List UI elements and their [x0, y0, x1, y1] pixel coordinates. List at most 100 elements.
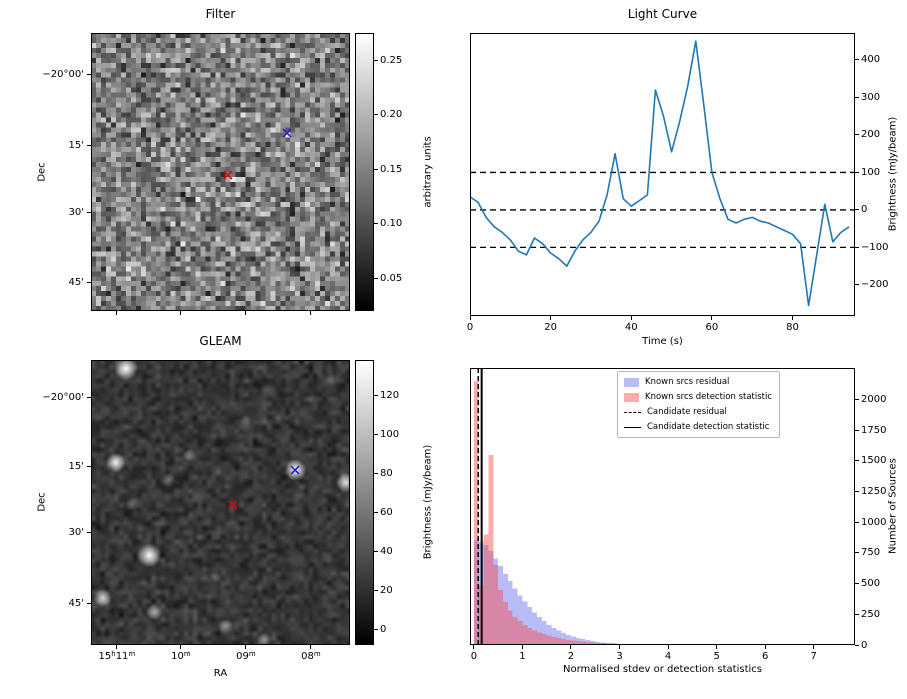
reference-marker [290, 465, 300, 475]
gleam-xtick-mark [116, 645, 118, 649]
filter-xtick-mark [116, 311, 118, 315]
filter-colorbar-tick-label: 0.20 [380, 109, 403, 121]
gleam-ytick-label: −20°00' [42, 391, 84, 403]
gleam-colorbar [355, 360, 374, 645]
filter-colorbar-tick-mark [374, 114, 378, 116]
gleam-xtick-label: 08m [301, 649, 321, 663]
gleam-xtick-mark [180, 645, 182, 649]
lightcurve-xtick-label: 20 [544, 322, 557, 333]
hist-ytick-mark [855, 583, 859, 585]
filter-colorbar-tick-label: 0.10 [380, 218, 403, 230]
lightcurve-ytick-mark [855, 284, 859, 286]
legend-line-sample [624, 411, 641, 413]
hist-xtick-label: 7 [810, 651, 817, 662]
lightcurve-ytick-label: 400 [861, 54, 881, 66]
hist-xtick-mark [570, 645, 572, 649]
lightcurve-ytick-mark [855, 209, 859, 211]
gleam-ytick-mark [87, 465, 91, 467]
filter-ytick-label: 30' [68, 207, 84, 219]
lightcurve-xtick-mark [711, 316, 713, 320]
lightcurve-ytick-mark [855, 171, 859, 173]
hist-ytick-mark [855, 613, 859, 615]
filter-ylabel: Dec [36, 162, 48, 182]
hist-ytick-label: 1750 [861, 424, 887, 436]
filter-xtick-mark [245, 311, 247, 315]
gleam-xtick-mark [310, 645, 312, 649]
lightcurve-ytick-label: 100 [861, 166, 881, 178]
hist-ytick-mark [855, 491, 859, 493]
gleam-colorbar-tick-label: 60 [380, 506, 393, 518]
hist-ytick-label: 2000 [861, 394, 887, 406]
hist-ytick-mark [855, 644, 859, 646]
hist-ytick-mark [855, 521, 859, 523]
hist-ytick-mark [855, 429, 859, 431]
legend-item: Candidate detection statistic [624, 421, 772, 433]
filter-noise-image [91, 33, 350, 311]
hist-xtick-mark [716, 645, 718, 649]
filter-colorbar-label: arbitrary units [422, 136, 434, 208]
gleam-colorbar-tick-mark [374, 394, 378, 396]
reference-marker [282, 128, 292, 138]
filter-colorbar [355, 33, 374, 311]
gleam-xlabel: RA [213, 668, 228, 679]
lightcurve-ytick-label: −200 [861, 279, 889, 291]
hist-xtick-label: 0 [470, 651, 478, 662]
gleam-colorbar-tick-mark [374, 589, 378, 591]
gleam-ylabel: Dec [36, 492, 48, 512]
hist-ytick-label: 1500 [861, 455, 887, 467]
gleam-colorbar-tick-label: 20 [380, 584, 393, 596]
legend-swatch [624, 377, 639, 387]
gleam-ytick-label: 15' [68, 460, 84, 472]
gleam-sky-image [91, 360, 350, 645]
histogram-xlabel: Normalised stdev or detection statistics [563, 664, 762, 675]
gleam-colorbar-tick-mark [374, 550, 378, 552]
hist-xtick-mark [619, 645, 621, 649]
lightcurve-ytick-mark [855, 96, 859, 98]
filter-ytick-label: 45' [68, 277, 84, 289]
filter-colorbar-tick-label: 0.25 [380, 54, 403, 66]
gleam-xtick-mark [245, 645, 247, 649]
hist-ytick-mark [855, 552, 859, 554]
filter-colorbar-tick-mark [374, 223, 378, 225]
gleam-colorbar-tick-label: 40 [380, 545, 393, 557]
gleam-colorbar-tick-label: 120 [380, 389, 400, 401]
histogram-plot [470, 368, 855, 645]
lightcurve-xtick-mark [792, 316, 793, 320]
hist-ytick-mark [855, 460, 859, 462]
gleam-xtick-label: 15h11m [98, 649, 136, 663]
gleam-colorbar-tick-mark [374, 511, 378, 513]
filter-ytick-mark [87, 74, 91, 76]
filter-xtick-mark [310, 311, 312, 315]
filter-ytick-mark [87, 282, 91, 284]
hist-xtick-label: 4 [664, 651, 672, 662]
filter-colorbar-tick-mark [374, 168, 378, 170]
filter-colorbar-tick-label: 0.15 [380, 163, 403, 175]
lightcurve-xtick-mark [550, 316, 552, 320]
lightcurve-xtick-label: 40 [624, 322, 638, 333]
lightcurve-xtick-mark [469, 316, 471, 320]
candidate-marker [228, 500, 238, 510]
gleam-ytick-label: 30' [68, 527, 84, 539]
filter-colorbar-tick-mark [374, 59, 378, 61]
gleam-colorbar-tick-mark [374, 628, 378, 630]
hist-ytick-label: 250 [861, 608, 881, 620]
lightcurve-title: Light Curve [627, 7, 698, 21]
hist-ytick-label: 0 [861, 639, 868, 651]
legend-item: Known srcs residual [624, 376, 772, 388]
gleam-ytick-mark [87, 532, 91, 534]
lightcurve-ytick-label: 300 [861, 91, 881, 103]
hist-ytick-label: 1250 [861, 486, 887, 498]
legend-swatch [624, 392, 639, 402]
lightcurve-plot [469, 33, 855, 316]
lightcurve-ytick-label: 0 [861, 204, 868, 216]
gleam-xtick-label: 09m [236, 649, 256, 663]
candidate-marker [223, 170, 233, 180]
hist-xtick-label: 5 [713, 651, 720, 662]
legend-label: Candidate residual [647, 407, 727, 417]
lightcurve-ytick-label: 200 [861, 129, 881, 141]
hist-ytick-label: 750 [861, 547, 881, 559]
hist-xtick-mark [813, 645, 815, 649]
gleam-title: GLEAM [199, 334, 242, 348]
gleam-ytick-mark [87, 396, 91, 398]
lightcurve-xtick-mark [630, 316, 632, 320]
